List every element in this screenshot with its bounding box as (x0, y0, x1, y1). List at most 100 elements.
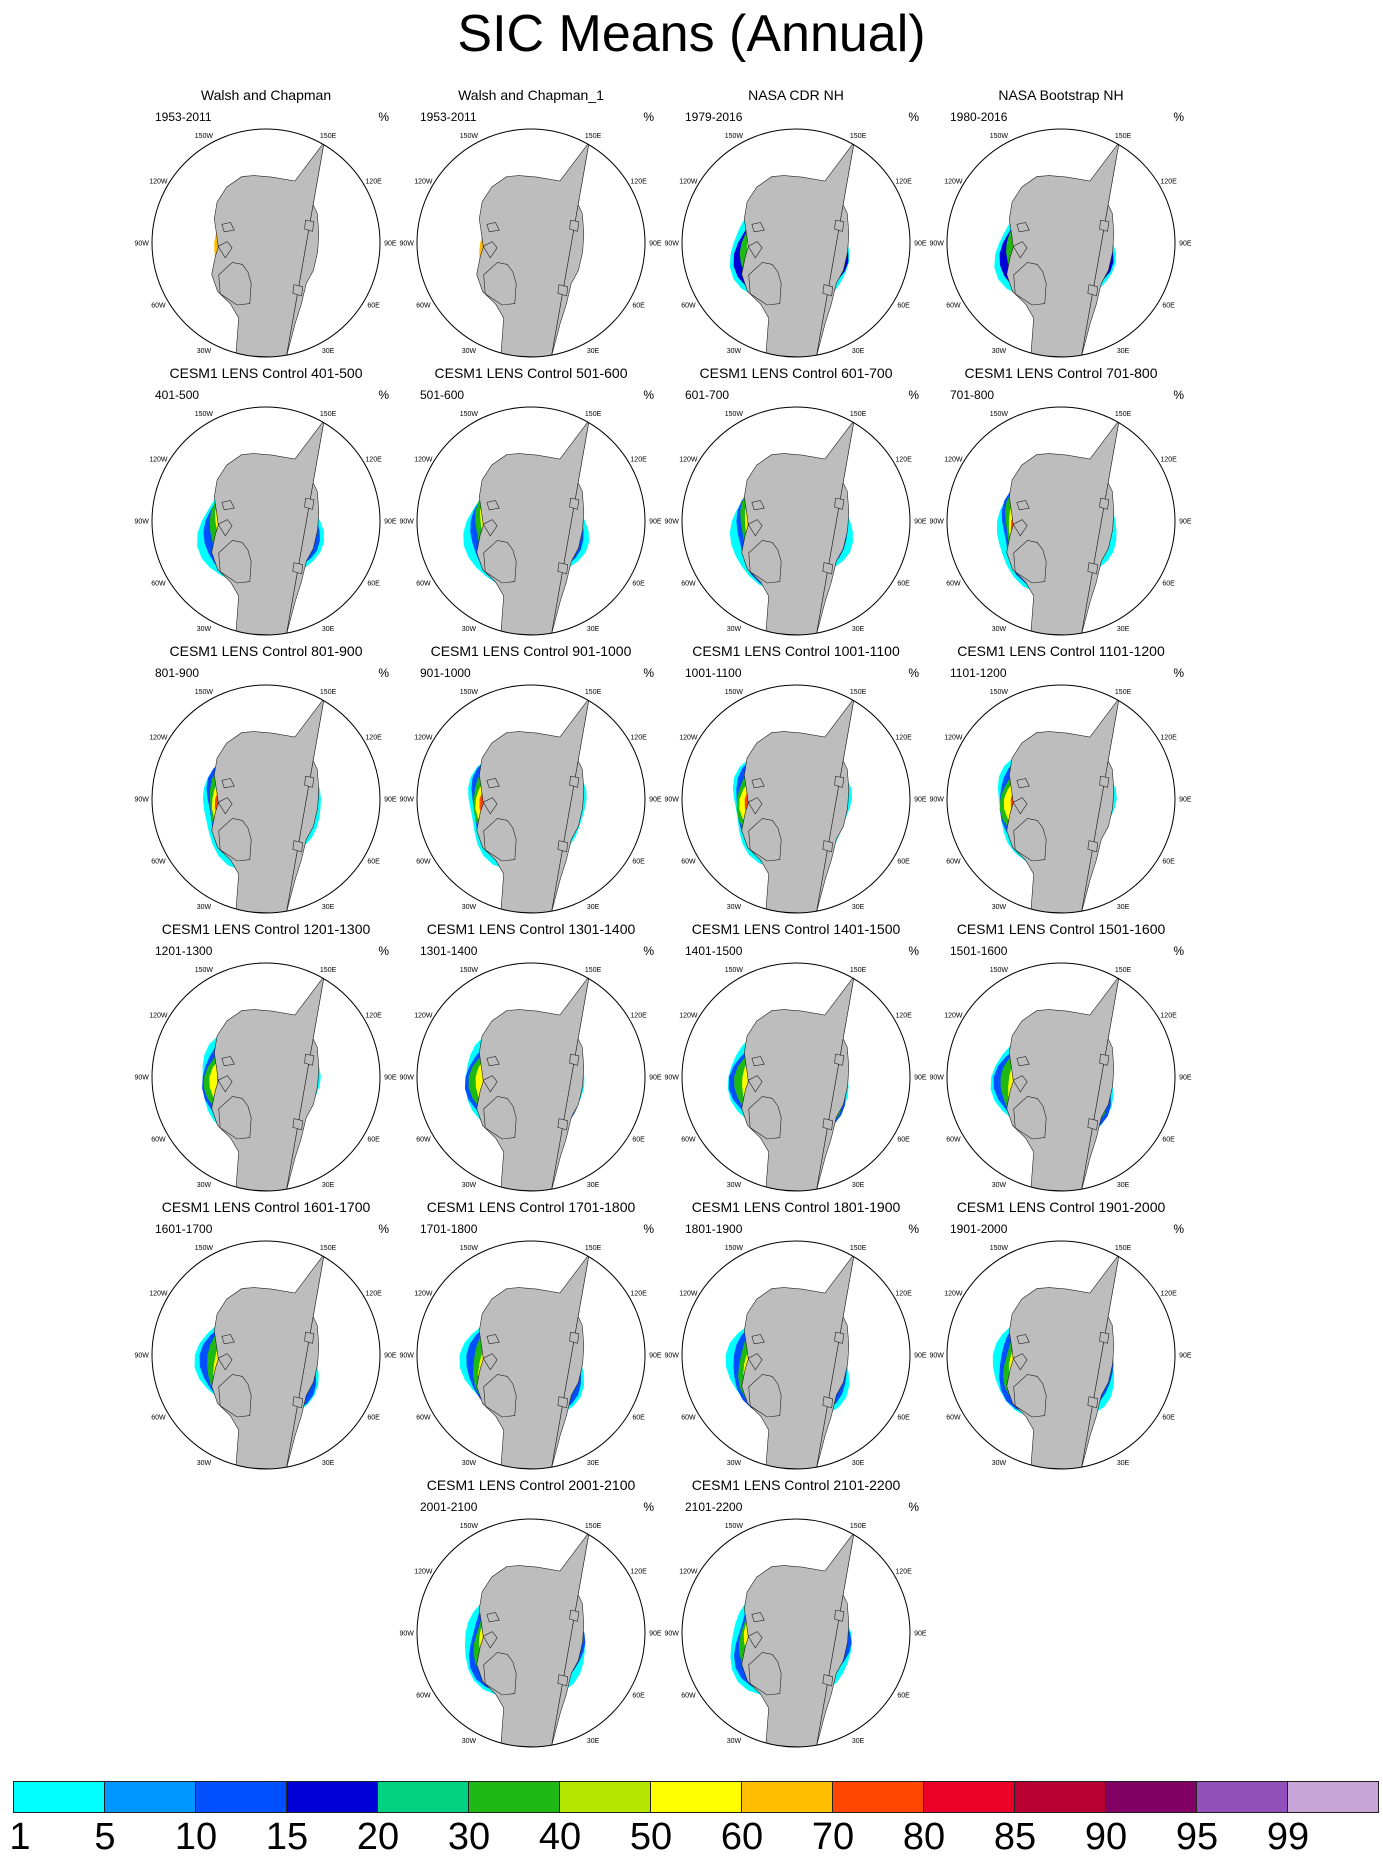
panel-units: % (1173, 110, 1184, 124)
colorbar-swatch (13, 1781, 105, 1813)
longitude-label: 60W (416, 1137, 431, 1144)
longitude-label: 120E (365, 178, 382, 185)
longitude-label: 60E (1162, 1415, 1175, 1422)
longitude-label: 30E (852, 904, 865, 911)
longitude-label: 120E (365, 1290, 382, 1297)
panel-period: 801-900 (155, 666, 200, 680)
map-panel: CESM1 LENS Control 1701-18001701-1800%18… (398, 1197, 664, 1473)
longitude-label: 90W (134, 1075, 149, 1082)
map-panel: CESM1 LENS Control 1201-13001201-1300%18… (133, 919, 399, 1195)
longitude-label: 120E (630, 456, 647, 463)
land-mass (486, 222, 500, 233)
panel-title: CESM1 LENS Control 1101-1200 (957, 643, 1165, 659)
longitude-label: 30W (197, 904, 212, 911)
panel-period: 1979-2016 (685, 110, 743, 124)
land-mass (1099, 497, 1110, 510)
longitude-label: 120W (679, 1568, 698, 1575)
panel-units: % (908, 110, 919, 124)
land-mass (751, 1334, 765, 1345)
land-mass (217, 241, 233, 259)
panel-units: % (378, 388, 389, 402)
land-mass (747, 1075, 763, 1093)
map-boundary (946, 684, 1176, 914)
panel-title: CESM1 LENS Control 501-600 (434, 365, 628, 381)
longitude-label: 120W (149, 734, 168, 741)
longitude-label: 90E (649, 1353, 662, 1360)
longitude-label: 150E (850, 689, 867, 696)
map-boundary (946, 128, 1176, 358)
longitude-label: 120E (1160, 178, 1177, 185)
panel-period: 1701-1800 (420, 1222, 478, 1236)
land-mass (1016, 222, 1030, 233)
longitude-label: 150E (850, 967, 867, 974)
longitude-label: 90W (399, 1631, 414, 1638)
longitude-label: 90E (649, 241, 662, 248)
colorbar (13, 1781, 1379, 1813)
longitude-label: 150W (725, 689, 744, 696)
panel-period: 1801-1900 (685, 1222, 743, 1236)
land-mass (304, 1331, 315, 1344)
longitude-label: 150W (460, 411, 479, 418)
land-mass (482, 1353, 498, 1371)
panel-period: 401-500 (155, 388, 200, 402)
land-mass (557, 1674, 568, 1687)
panel-title: CESM1 LENS Control 901-1000 (430, 643, 632, 659)
longitude-label: 30W (992, 904, 1007, 911)
land-mass (218, 818, 252, 862)
longitude-label: 150E (585, 1245, 602, 1252)
map-boundary (151, 962, 381, 1192)
map-boundary (151, 684, 381, 914)
colorbar-tick-label: 99 (1266, 1816, 1310, 1858)
map-boundary (416, 128, 646, 358)
panel-title: CESM1 LENS Control 1701-1800 (426, 1199, 636, 1215)
longitude-label: 60W (151, 303, 166, 310)
longitude-label: 150E (1115, 967, 1132, 974)
longitude-label: 90E (914, 241, 927, 248)
polar-map: 180150E120E90E60E30E030W60W90W120W150W (134, 1235, 397, 1470)
longitude-label: 150W (990, 411, 1009, 418)
longitude-label: 60E (632, 859, 645, 866)
longitude-label: 30W (462, 1738, 477, 1745)
panel-units: % (1173, 666, 1184, 680)
panel-units: % (1173, 388, 1184, 402)
longitude-label: 30W (197, 626, 212, 633)
longitude-label: 30E (587, 348, 600, 355)
longitude-label: 90E (914, 797, 927, 804)
polar-map: 180150E120E90E60E30E030W60W90W120W150W (399, 679, 662, 914)
land-mass (1087, 1118, 1098, 1131)
longitude-label: 60E (367, 581, 380, 588)
longitude-label: 90W (399, 241, 414, 248)
longitude-label: 90W (399, 797, 414, 804)
colorbar-swatch (1105, 1781, 1197, 1813)
land-mass (486, 500, 500, 511)
longitude-label: 60E (897, 1137, 910, 1144)
panel-period: 1980-2016 (950, 110, 1008, 124)
longitude-label: 60W (416, 859, 431, 866)
longitude-label: 30E (322, 348, 335, 355)
longitude-label: 90E (384, 519, 397, 526)
panel-title: CESM1 LENS Control 801-900 (169, 643, 363, 659)
panel-title: CESM1 LENS Control 1301-1400 (426, 921, 636, 937)
panel-units: % (643, 1222, 654, 1236)
land-mass (218, 540, 252, 584)
panel-units: % (378, 666, 389, 680)
land-mass (483, 262, 517, 306)
panel-units: % (378, 944, 389, 958)
longitude-label: 150E (320, 967, 337, 974)
land-mass (1099, 775, 1110, 788)
longitude-label: 120E (365, 456, 382, 463)
longitude-label: 60W (416, 581, 431, 588)
land-mass (1012, 1353, 1028, 1371)
land-mass (1016, 778, 1030, 789)
land-mass (822, 1118, 833, 1131)
longitude-label: 90E (914, 1075, 927, 1082)
longitude-label: 120E (630, 1290, 647, 1297)
land-mass (834, 1053, 845, 1066)
polar-map: 180150E120E90E60E30E030W60W90W120W150W (664, 957, 927, 1192)
longitude-label: 120E (630, 734, 647, 741)
land-mass (221, 500, 235, 511)
panel-title: CESM1 LENS Control 1001-1100 (692, 643, 900, 659)
longitude-label: 150W (725, 967, 744, 974)
longitude-label: 120W (944, 1290, 963, 1297)
longitude-label: 90E (1179, 1075, 1192, 1082)
